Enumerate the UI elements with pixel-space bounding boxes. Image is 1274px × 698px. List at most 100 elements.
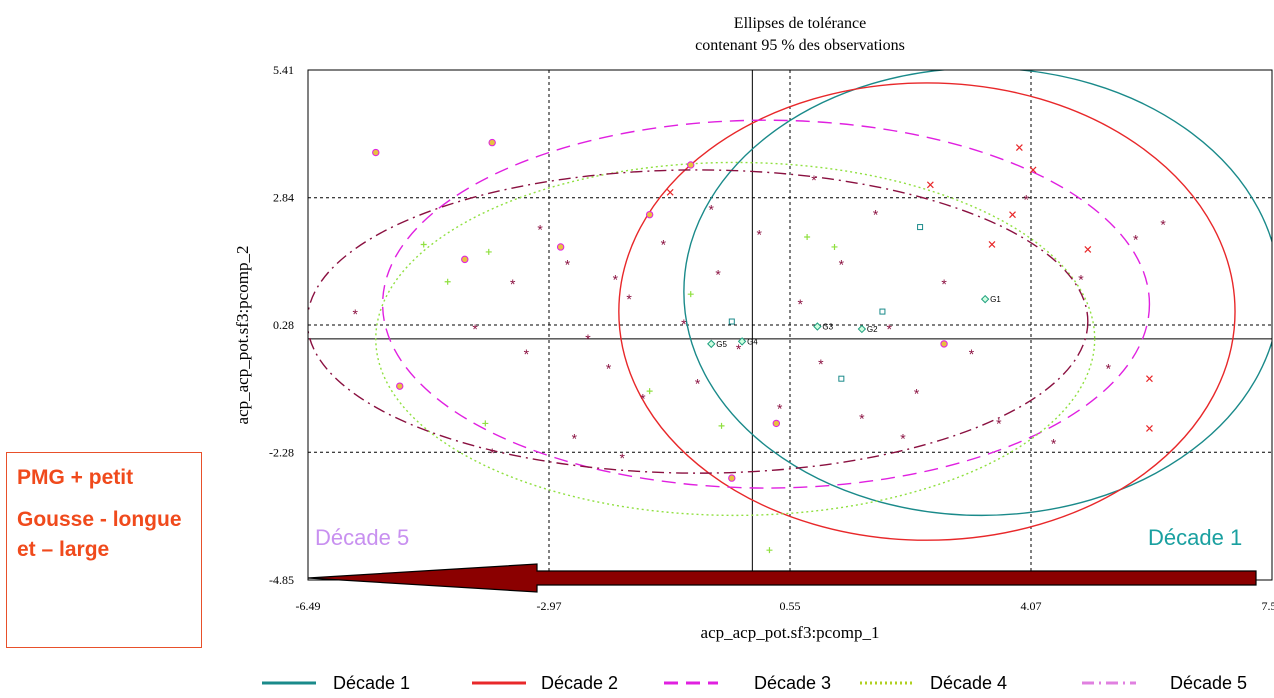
group-label: G4 <box>747 337 758 346</box>
point-d-cade-5: * <box>472 321 478 337</box>
point-d-cade-5: * <box>1160 217 1166 233</box>
point-d-cade-5: * <box>1133 232 1139 248</box>
chart-title-line-2: contenant 95 % des observations <box>695 37 905 54</box>
interpretation-note-box: PMG + petit Gousse - longue et – large <box>6 452 202 648</box>
point-d-cade-4 <box>831 243 838 250</box>
point-d-cade-3 <box>396 382 404 390</box>
tolerance-ellipses <box>308 70 1272 541</box>
legend-label: Décade 1 <box>333 673 410 693</box>
axis-ticks: -6.49 -2.97 0.55 4.07 7.59 5.41 2.84 0.28 -2.28 -… <box>269 63 1274 613</box>
point-d-cade-4 <box>646 388 653 395</box>
point-d-cade-5: * <box>661 236 667 252</box>
x-tick-label: 7.59 <box>1262 599 1274 613</box>
y-tick-label: -2.28 <box>269 445 294 459</box>
point-d-cade-5: * <box>681 316 687 332</box>
point-d-cade-5: * <box>537 222 543 238</box>
point-d-cade-4 <box>687 291 694 298</box>
point-d-cade-2 <box>666 188 674 196</box>
point-d-cade-4 <box>420 241 427 248</box>
point-d-cade-5: * <box>606 361 612 377</box>
point-d-cade-5: * <box>736 341 742 357</box>
x-tick-label: 4.07 <box>1021 599 1042 613</box>
group-label: G2 <box>867 325 878 334</box>
ellipse-d-cade-5 <box>308 169 1089 474</box>
point-d-cade-2 <box>1015 144 1023 151</box>
point-d-cade-4 <box>485 248 492 255</box>
point-d-cade-2 <box>1146 375 1153 383</box>
point-d-cade-1 <box>879 308 886 315</box>
legend: Décade 1 Décade 2 Décade 3 Décade 4 Décade 5 <box>262 673 1247 693</box>
point-d-cade-5: * <box>811 172 817 188</box>
ellipse-d-cade-4 <box>375 161 1096 517</box>
point-d-cade-5: * <box>695 376 701 392</box>
point-d-cade-5: * <box>996 415 1002 431</box>
point-d-cade-5: * <box>1106 361 1112 377</box>
point-d-cade-3 <box>372 148 380 157</box>
ellipse-d-cade-1 <box>683 70 1272 517</box>
point-d-cade-3 <box>556 243 565 251</box>
annotation-decade-1: Décade 1 <box>1148 525 1242 550</box>
point-d-cade-3 <box>728 474 736 482</box>
point-d-cade-3 <box>940 340 948 348</box>
point-d-cade-2 <box>988 241 996 248</box>
point-d-cade-4 <box>804 234 811 241</box>
point-d-cade-5: * <box>818 356 824 372</box>
point-d-cade-5: * <box>839 256 845 272</box>
point-d-cade-2 <box>1084 246 1092 253</box>
point-d-cade-5: * <box>524 346 530 362</box>
x-tick-label: -6.49 <box>296 599 321 613</box>
chart-title-line-1: Ellipses de tolérance <box>734 15 866 32</box>
group-label: G3 <box>822 322 833 331</box>
point-d-cade-3 <box>772 419 781 428</box>
point-d-cade-5: * <box>873 207 879 223</box>
point-d-cade-1 <box>838 375 845 382</box>
point-d-cade-3 <box>461 255 469 264</box>
note-line-2: Gousse - longue et – large <box>17 508 182 561</box>
annotation-decade-5: Décade 5 <box>315 525 409 550</box>
legend-label: Décade 3 <box>754 673 831 693</box>
note-line-1: PMG + petit <box>17 466 134 489</box>
group-label: G1 <box>990 295 1001 304</box>
y-axis-label: acp_acp_pot.sf3:pcomp_2 <box>233 246 252 425</box>
group-marker <box>857 324 867 334</box>
group-marker <box>980 294 990 304</box>
group-label: G5 <box>716 340 727 349</box>
point-d-cade-4 <box>718 422 725 429</box>
point-d-cade-1 <box>917 224 924 231</box>
point-d-cade-5: * <box>510 276 516 292</box>
point-d-cade-5: * <box>572 430 578 446</box>
point-d-cade-5: * <box>969 346 975 362</box>
point-d-cade-5: * <box>859 410 865 426</box>
y-tick-label: 0.28 <box>273 318 294 332</box>
y-tick-label: 2.84 <box>273 191 294 205</box>
point-d-cade-4 <box>482 420 489 427</box>
point-d-cade-5: * <box>1078 271 1084 287</box>
point-d-cade-5: * <box>1051 435 1057 451</box>
point-d-cade-5: * <box>613 271 619 287</box>
point-d-cade-5: * <box>620 450 626 466</box>
point-d-cade-5: * <box>709 202 715 218</box>
point-d-cade-1 <box>728 318 735 325</box>
point-d-cade-2 <box>1146 424 1153 432</box>
point-d-cade-4 <box>766 547 773 554</box>
legend-label: Décade 4 <box>930 673 1007 693</box>
point-d-cade-5: * <box>489 445 495 461</box>
point-d-cade-5: * <box>887 321 893 337</box>
ellipse-d-cade-2 <box>618 82 1236 541</box>
point-d-cade-4 <box>444 278 451 285</box>
point-d-cade-5: * <box>640 391 646 407</box>
point-d-cade-5: * <box>585 331 591 347</box>
grid-lines <box>308 70 1272 580</box>
point-d-cade-5: * <box>798 296 804 312</box>
y-tick-label: -4.85 <box>269 573 294 587</box>
point-d-cade-2 <box>1029 166 1037 174</box>
y-tick-label: 5.41 <box>273 63 294 77</box>
point-d-cade-2 <box>926 181 934 189</box>
point-d-cade-5: * <box>626 291 632 307</box>
legend-label: Décade 5 <box>1170 673 1247 693</box>
point-d-cade-5: * <box>914 386 920 402</box>
ellipse-d-cade-3 <box>381 119 1151 489</box>
arrow-shape <box>307 563 1257 593</box>
point-d-cade-5: * <box>715 266 721 282</box>
